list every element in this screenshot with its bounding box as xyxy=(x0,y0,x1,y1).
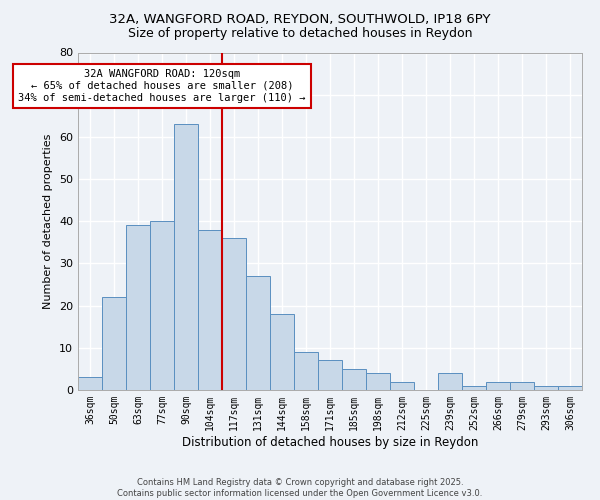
Bar xyxy=(486,382,510,390)
Bar xyxy=(462,386,486,390)
Bar xyxy=(342,369,366,390)
X-axis label: Distribution of detached houses by size in Reydon: Distribution of detached houses by size … xyxy=(182,436,478,448)
Bar xyxy=(270,314,294,390)
Bar xyxy=(558,386,582,390)
Bar xyxy=(366,373,390,390)
Bar xyxy=(246,276,270,390)
Bar xyxy=(294,352,318,390)
Bar xyxy=(174,124,198,390)
Bar xyxy=(102,297,126,390)
Bar xyxy=(438,373,462,390)
Bar xyxy=(390,382,414,390)
Bar xyxy=(126,226,150,390)
Bar xyxy=(198,230,222,390)
Y-axis label: Number of detached properties: Number of detached properties xyxy=(43,134,53,309)
Bar xyxy=(318,360,342,390)
Bar xyxy=(534,386,558,390)
Text: Size of property relative to detached houses in Reydon: Size of property relative to detached ho… xyxy=(128,28,472,40)
Bar xyxy=(150,221,174,390)
Bar xyxy=(78,378,102,390)
Text: 32A, WANGFORD ROAD, REYDON, SOUTHWOLD, IP18 6PY: 32A, WANGFORD ROAD, REYDON, SOUTHWOLD, I… xyxy=(109,12,491,26)
Bar xyxy=(510,382,534,390)
Text: 32A WANGFORD ROAD: 120sqm
← 65% of detached houses are smaller (208)
34% of semi: 32A WANGFORD ROAD: 120sqm ← 65% of detac… xyxy=(18,70,306,102)
Bar xyxy=(222,238,246,390)
Text: Contains HM Land Registry data © Crown copyright and database right 2025.
Contai: Contains HM Land Registry data © Crown c… xyxy=(118,478,482,498)
